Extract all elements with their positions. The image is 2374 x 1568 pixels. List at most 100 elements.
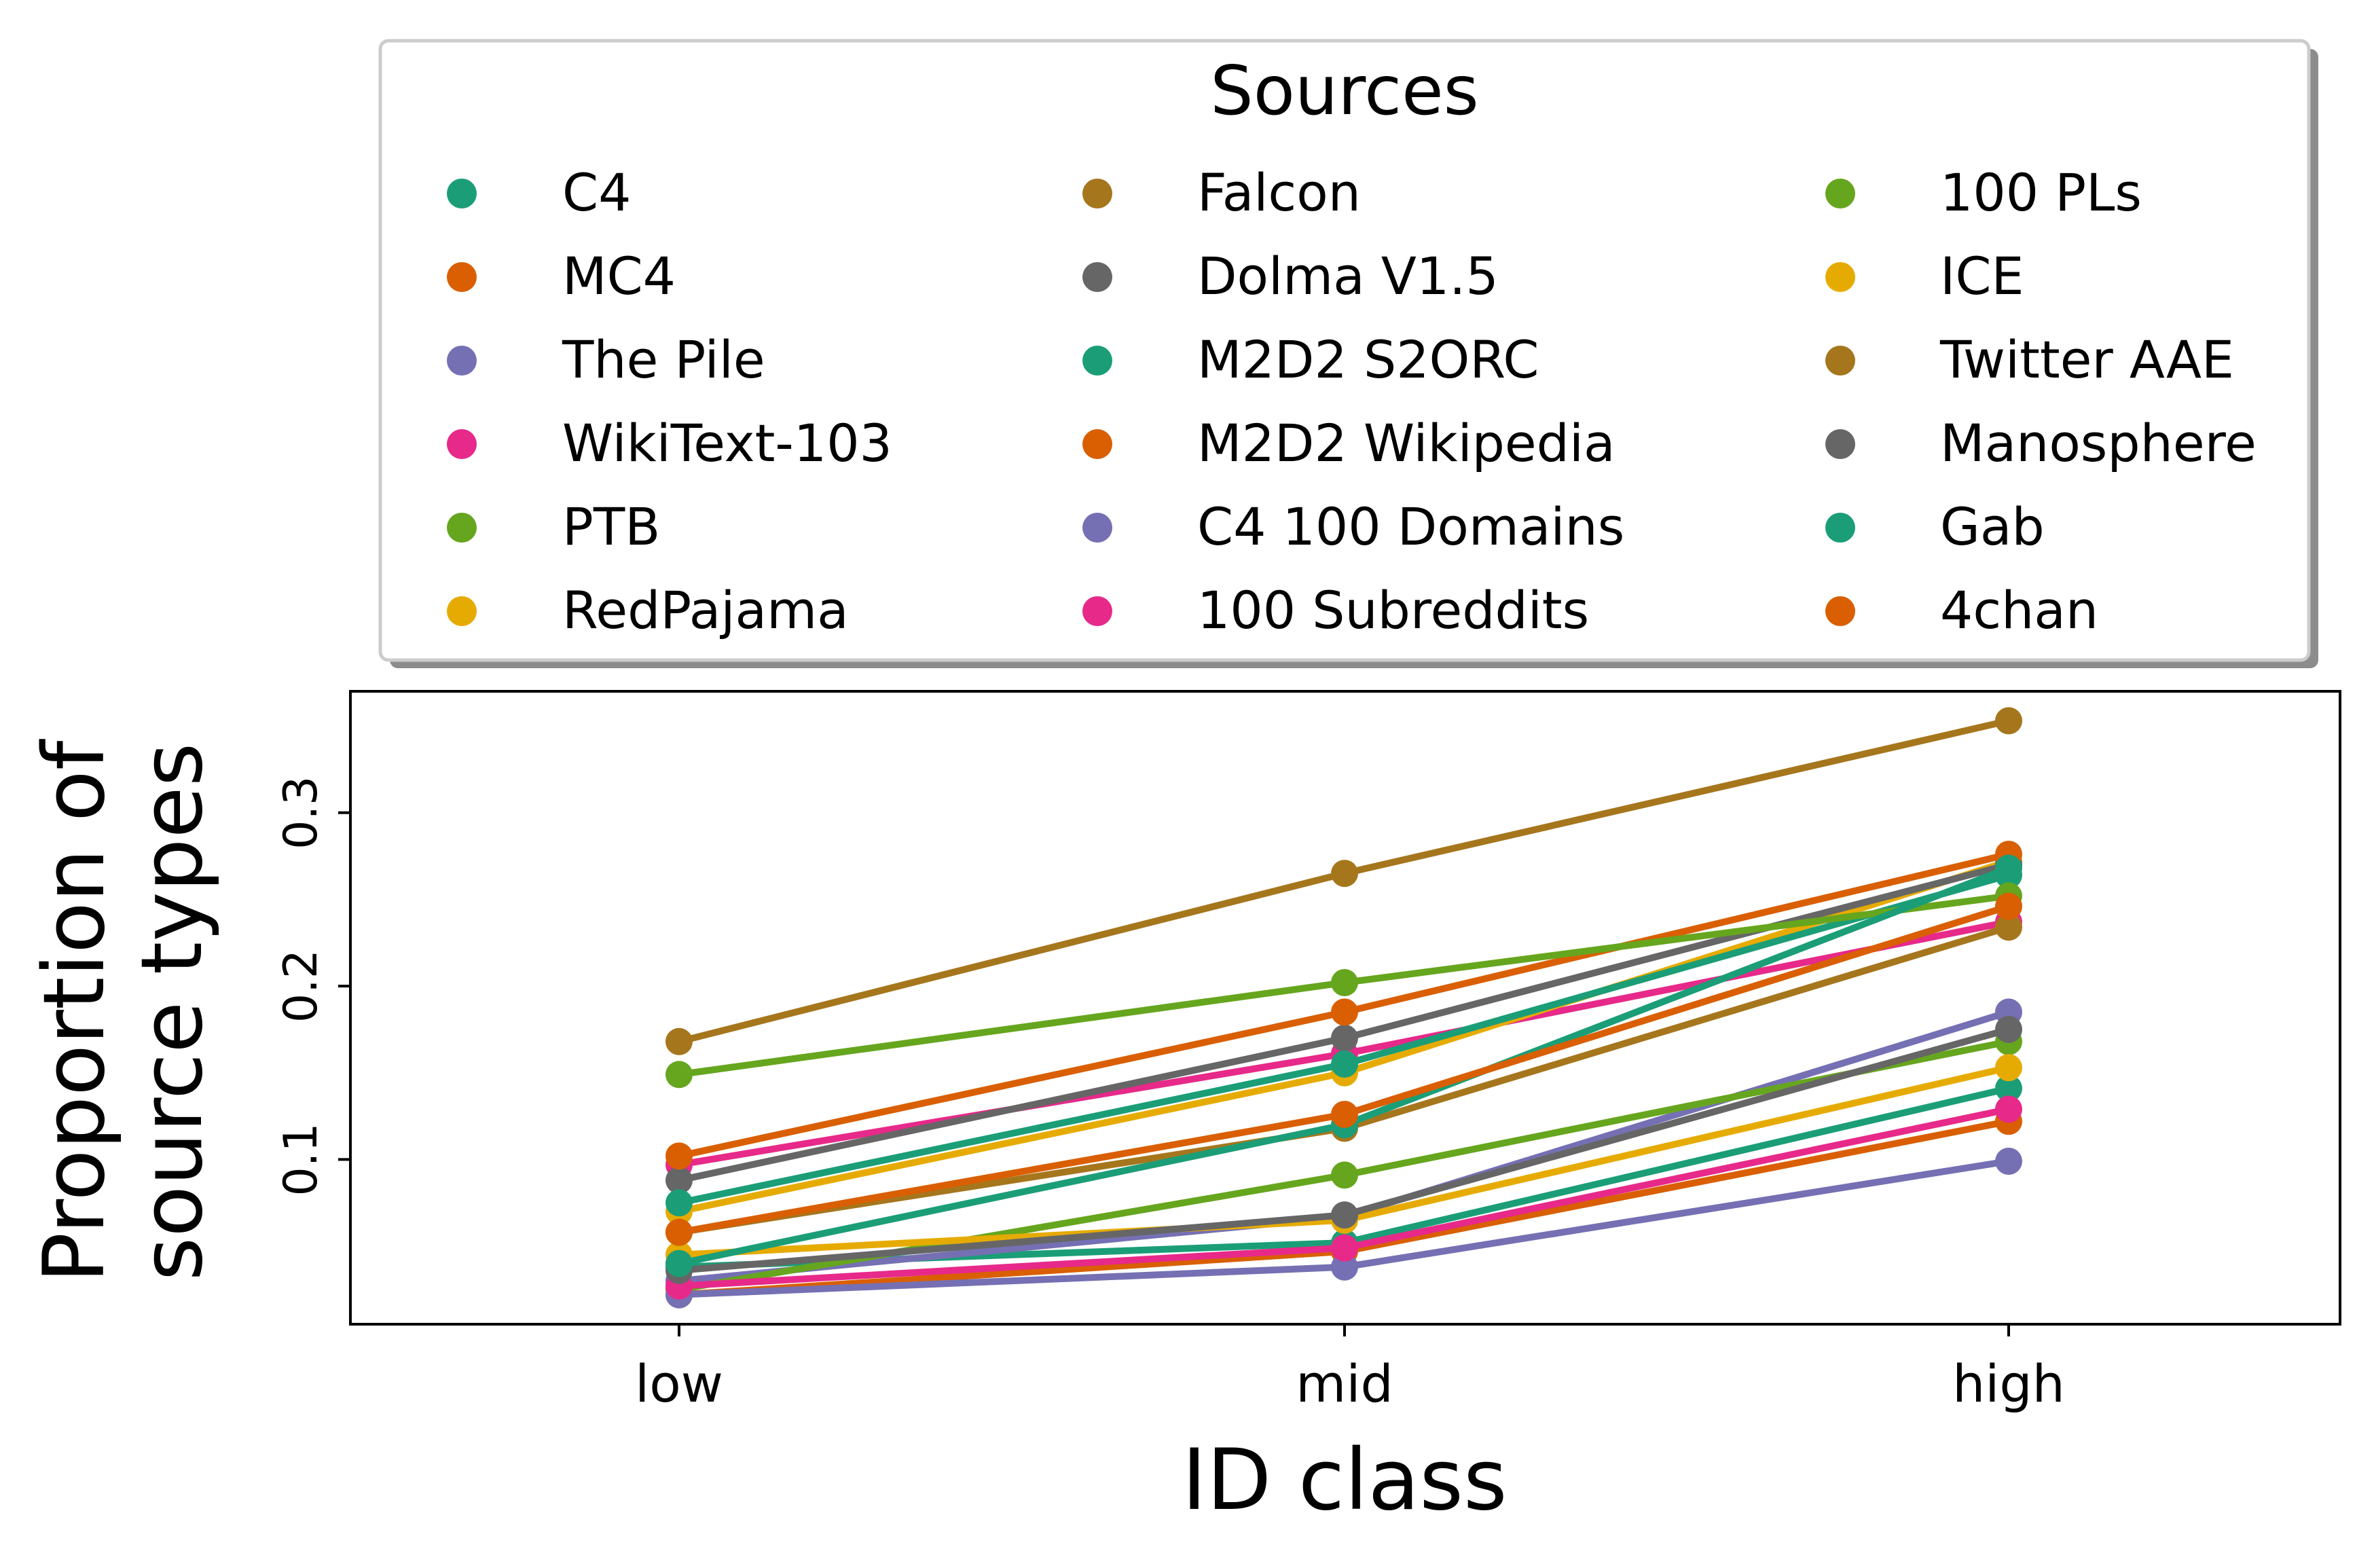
data-point [1331, 968, 1358, 996]
data-point [1995, 1074, 2022, 1102]
legend-marker [1082, 596, 1112, 626]
legend-item: Manosphere [1825, 413, 2257, 473]
legend-marker [447, 513, 477, 543]
y-tick-label: 0.1 [274, 1123, 328, 1196]
legend-label: Gab [1940, 496, 2045, 557]
x-tick-label: mid [1296, 1353, 1393, 1414]
legend-label: The Pile [562, 329, 765, 390]
legend-item: Dolma V1.5 [1082, 246, 1499, 306]
legend-marker [1082, 346, 1112, 376]
legend-label: Manosphere [1940, 413, 2257, 473]
legend-label: Falcon [1197, 162, 1361, 223]
legend-label: C4 [562, 162, 631, 223]
series-falcon [665, 707, 2022, 1055]
series-100-pls [665, 882, 2022, 1089]
legend-label: M2D2 S2ORC [1197, 329, 1539, 390]
legend-marker [1082, 429, 1112, 459]
x-tick-label: low [635, 1353, 723, 1414]
y-axis: 0.1 0.2 0.3 [274, 776, 350, 1197]
data-point [1331, 1253, 1358, 1281]
data-point [1331, 1201, 1358, 1229]
data-point [1995, 1015, 2022, 1043]
y-tick-label: 0.3 [274, 776, 328, 850]
legend-item: RedPajama [447, 580, 849, 640]
data-point [1995, 892, 2022, 920]
data-point [665, 1250, 693, 1277]
legend-item: 4chan [1825, 580, 2098, 640]
y-axis-title: Proportion of source types [26, 738, 221, 1283]
legend-title: Sources [1210, 51, 1479, 130]
data-point [1331, 1024, 1358, 1052]
legend-label: Twitter AAE [1939, 329, 2234, 390]
legend-label: C4 100 Domains [1197, 496, 1624, 557]
legend-item: M2D2 S2ORC [1082, 329, 1539, 390]
legend-item: Falcon [1082, 162, 1361, 223]
y-axis-title-line-2: source types [124, 743, 221, 1281]
legend-item: ICE [1825, 246, 2024, 306]
x-axis-title: ID class [1182, 1432, 1507, 1529]
legend-label: ICE [1940, 246, 2024, 306]
data-point [1995, 854, 2022, 882]
data-point [1995, 1054, 2022, 1082]
data-point [665, 1189, 693, 1217]
data-point [1331, 998, 1358, 1026]
data-point [1331, 1101, 1358, 1129]
legend-marker [1825, 346, 1855, 376]
legend-marker [447, 179, 477, 208]
legend-marker [447, 262, 477, 292]
legend-item: M2D2 Wikipedia [1082, 413, 1615, 473]
data-point [665, 1142, 693, 1170]
legend-entries: C4 MC4 The Pile WikiText-103 PTB RedPajama Fal… [447, 162, 2257, 640]
legend-item: C4 100 Domains [1082, 496, 1624, 557]
legend-marker [1825, 262, 1855, 292]
y-tick-label: 0.2 [274, 949, 328, 1023]
series-group [665, 707, 2022, 1309]
y-axis-title-line-1: Proportion of [26, 738, 124, 1283]
data-point [1331, 1050, 1358, 1078]
legend-marker [1082, 513, 1112, 543]
data-point [665, 1167, 693, 1195]
legend-marker [1825, 513, 1855, 543]
data-point [665, 1061, 693, 1089]
legend-label: WikiText-103 [562, 413, 892, 473]
legend-label: MC4 [562, 246, 676, 306]
legend-label: RedPajama [562, 580, 849, 640]
data-point [1331, 860, 1358, 888]
x-axis: low mid high [635, 1324, 2065, 1414]
legend-item: PTB [447, 496, 660, 557]
data-point [665, 1027, 693, 1055]
legend-label: Dolma V1.5 [1197, 246, 1499, 306]
data-point [1995, 1095, 2022, 1123]
series-100-subreddits [665, 1095, 2022, 1300]
data-point [1331, 1234, 1358, 1262]
legend-marker [447, 596, 477, 626]
legend-marker [1825, 429, 1855, 459]
series-c4-100-domains [665, 1147, 2022, 1309]
series-4chan [665, 892, 2022, 1246]
legend: Sources C4 MC4 The Pile WikiText-103 PTB RedP… [378, 39, 2318, 668]
data-point [1331, 1161, 1358, 1189]
legend-label: 100 PLs [1940, 162, 2142, 223]
legend-label: 4chan [1940, 580, 2098, 640]
legend-item: Gab [1825, 496, 2045, 557]
legend-item: 100 PLs [1825, 162, 2142, 223]
data-point [1995, 707, 2022, 735]
legend-marker [447, 346, 477, 376]
legend-marker [447, 429, 477, 459]
legend-item: C4 [447, 162, 631, 223]
series-m2d2-s2orc [665, 861, 2022, 1217]
legend-label: 100 Subreddits [1197, 580, 1589, 640]
data-point [665, 1218, 693, 1246]
legend-marker [1082, 262, 1112, 292]
legend-label: PTB [562, 496, 660, 557]
legend-marker [1825, 596, 1855, 626]
legend-item: 100 Subreddits [1082, 580, 1589, 640]
x-tick-label: high [1952, 1353, 2065, 1414]
legend-marker [1082, 179, 1112, 208]
legend-item: The Pile [447, 329, 765, 390]
data-point [1995, 913, 2022, 941]
legend-item: WikiText-103 [447, 413, 892, 473]
legend-marker [1825, 179, 1855, 208]
legend-item: Twitter AAE [1825, 329, 2234, 390]
